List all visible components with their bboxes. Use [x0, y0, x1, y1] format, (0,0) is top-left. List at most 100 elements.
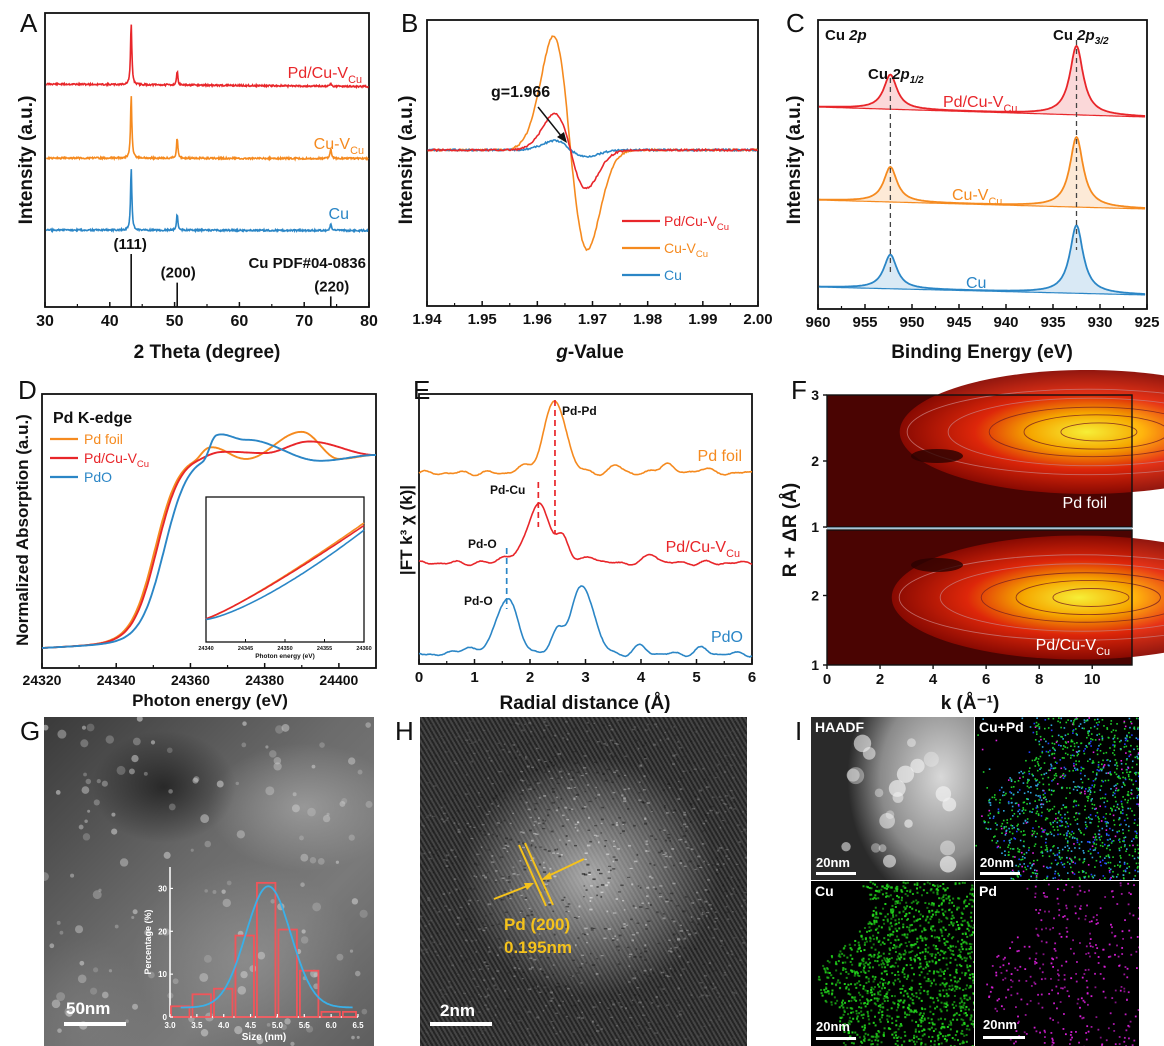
element-dot: [1120, 846, 1123, 849]
noise-speck: [616, 939, 619, 941]
cu-dot: [886, 960, 889, 963]
element-dot: [1018, 789, 1021, 791]
noise-speck: [615, 824, 619, 826]
cu-dot: [826, 959, 829, 962]
element-dot: [1094, 836, 1097, 839]
element-dot: [1087, 850, 1090, 852]
noise-speck: [556, 852, 559, 855]
cu-dot: [868, 893, 871, 896]
noise-speck: [566, 819, 570, 821]
element-dot: [1022, 812, 1025, 814]
cu-dot: [929, 918, 932, 921]
cu-dot: [863, 926, 866, 929]
noise-speck: [513, 966, 517, 969]
noise-speck: [535, 833, 539, 836]
noise-speck: [619, 1032, 624, 1035]
cu-dot: [897, 1015, 900, 1018]
cu-dot: [906, 905, 909, 908]
panel-label-i: I: [795, 716, 803, 746]
cu-dot: [862, 1039, 865, 1042]
cu-dot: [841, 1025, 844, 1028]
element-dot: [1050, 729, 1053, 732]
noise-speck: [531, 966, 534, 969]
noise-speck: [636, 853, 639, 856]
cu-dot: [834, 961, 837, 964]
cu-dot: [868, 1022, 871, 1025]
noise-speck: [678, 1010, 682, 1012]
cu-dot: [902, 994, 905, 997]
cu-dot: [873, 993, 876, 996]
cu-dot: [965, 1028, 968, 1031]
cu-dot: [973, 1008, 974, 1011]
element-dot: [1035, 875, 1038, 877]
scale-bar: [430, 1022, 492, 1026]
cu-dot: [890, 933, 893, 936]
cu-dot: [927, 980, 930, 983]
pd-dot: [1056, 973, 1059, 975]
element-dot: [1010, 824, 1012, 827]
cu-dot: [942, 883, 945, 886]
element-dot: [1078, 858, 1081, 861]
noise-speck: [543, 795, 547, 797]
element-dot: [1094, 866, 1096, 868]
element-dot: [1112, 876, 1115, 878]
nanoparticle: [85, 778, 92, 785]
cu-dot: [890, 908, 893, 911]
element-dot: [1040, 835, 1043, 838]
pd-dot: [1121, 947, 1124, 949]
nanoparticle: [904, 819, 913, 828]
cu-dot: [825, 991, 828, 994]
cu-dot: [821, 994, 824, 997]
noise-speck: [730, 753, 734, 756]
xps-line-0: [818, 44, 1146, 117]
cu-dot: [932, 1023, 935, 1026]
cu-dot: [911, 999, 914, 1002]
cu-dot: [945, 982, 948, 985]
element-dot: [1022, 822, 1025, 825]
element-dot: [1015, 864, 1017, 867]
cu-dot: [872, 938, 875, 941]
noise-speck: [504, 1042, 507, 1045]
noise-speck: [507, 1022, 510, 1024]
element-dot: [1022, 807, 1025, 809]
cu-dot: [882, 1031, 885, 1034]
cu-dot: [972, 895, 974, 898]
noise-speck: [705, 786, 710, 788]
pd-dot: [1057, 979, 1060, 981]
element-dot: [1019, 874, 1022, 877]
cu-dot: [946, 967, 949, 970]
cu-dot: [896, 930, 899, 933]
cu-dot: [894, 1042, 897, 1045]
cu-dot: [895, 922, 898, 925]
cu-dot: [939, 968, 942, 971]
noise-speck: [730, 893, 734, 895]
noise-speck: [699, 722, 702, 725]
element-dot: [993, 836, 995, 838]
noise-speck: [560, 1002, 563, 1004]
cu-dot: [911, 892, 914, 895]
noise-speck: [685, 826, 689, 828]
cu-dot: [908, 1008, 911, 1011]
cu-dot: [877, 955, 880, 958]
noise-speck: [605, 744, 609, 746]
noise-speck: [570, 1005, 573, 1007]
element-dot: [1050, 833, 1053, 835]
nanoparticle: [55, 790, 61, 795]
cu-dot: [844, 968, 847, 971]
noise-speck: [649, 862, 652, 865]
nanoparticle: [356, 1035, 360, 1039]
pd-dot: [1107, 956, 1110, 958]
cu-dot: [883, 1027, 886, 1030]
pd-dot: [1127, 991, 1130, 994]
cu-dot: [945, 916, 948, 919]
nanoparticle: [311, 764, 316, 769]
noise-speck: [729, 730, 732, 733]
cu-dot: [891, 964, 894, 967]
cu-dot: [920, 1019, 923, 1022]
element-dot: [1133, 726, 1136, 729]
element-dot: [1070, 745, 1072, 747]
cu-dot: [842, 1042, 845, 1045]
element-dot: [1058, 849, 1061, 852]
cu-dot: [870, 1035, 873, 1038]
element-dot: [1101, 737, 1104, 740]
